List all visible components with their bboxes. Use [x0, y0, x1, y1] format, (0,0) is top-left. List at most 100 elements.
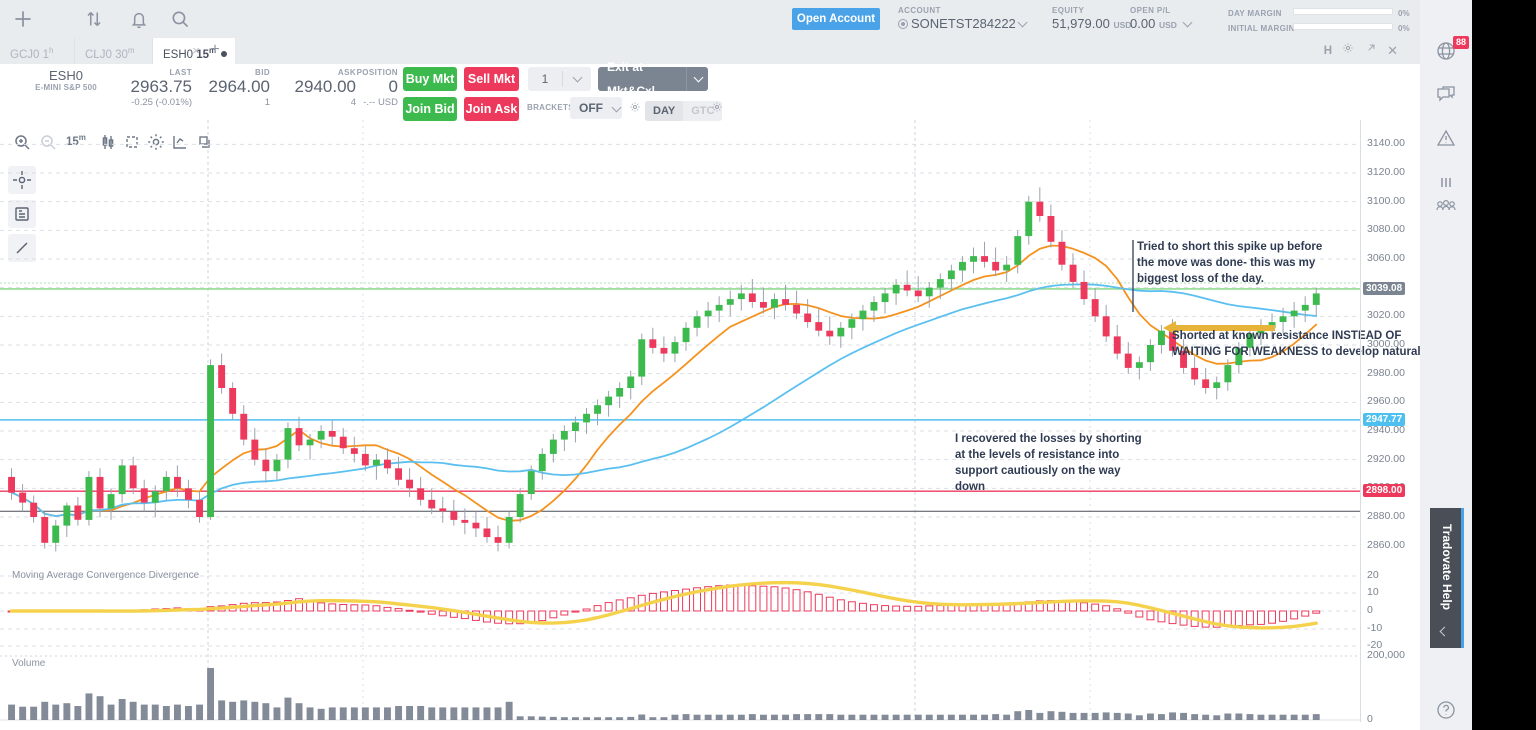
- day-margin-label: DAY MARGIN: [1228, 9, 1282, 18]
- chevron-down-icon[interactable]: [1184, 17, 1193, 26]
- chart-toolbar: 15m: [0, 130, 1420, 158]
- volume-tick-label: 200,000: [1367, 649, 1405, 661]
- bell-icon[interactable]: [126, 6, 152, 32]
- tab-modified-dot: [221, 50, 228, 57]
- right-sidebar: 88 Tradovate Help: [1420, 0, 1472, 730]
- equity-value: 51,979.00: [1052, 16, 1110, 31]
- account-selector[interactable]: ACCOUNT SONETST284222: [898, 6, 1028, 31]
- price-axis[interactable]: 3140.003120.003100.003080.003060.003040.…: [1360, 120, 1420, 725]
- open-pl-block: OPEN P/L 0.00 USD: [1130, 6, 1193, 31]
- tab-symbol: ESH0: [163, 48, 194, 61]
- open-pl-value: 0.00: [1130, 16, 1156, 31]
- candlestick-icon[interactable]: [96, 130, 120, 154]
- open-pl-unit: USD: [1158, 20, 1177, 30]
- quantity-stepper[interactable]: 1: [528, 67, 591, 91]
- chat-icon[interactable]: [1428, 77, 1464, 113]
- join-bid-button[interactable]: Join Bid: [403, 97, 457, 121]
- zoom-out-icon[interactable]: [36, 130, 60, 154]
- quantity-dropdown[interactable]: [563, 70, 591, 88]
- open-account-button[interactable]: Open Account: [792, 8, 880, 30]
- transfer-icon[interactable]: [81, 6, 107, 32]
- exit-dropdown[interactable]: [687, 70, 708, 88]
- price-tick-label: 2860.00: [1367, 538, 1405, 551]
- equity-unit: USD: [1113, 20, 1132, 30]
- join-ask-button[interactable]: Join Ask: [464, 97, 519, 121]
- last-value: 2963.75: [130, 77, 192, 96]
- tif-day-option[interactable]: DAY: [645, 101, 684, 121]
- alert-icon[interactable]: [1428, 121, 1464, 157]
- chevron-down-icon: [574, 72, 583, 81]
- new-tab-button[interactable]: +: [210, 41, 220, 58]
- tab-gcj0[interactable]: GCJ0 1h: [0, 38, 75, 64]
- annotation-middle: I recovered the losses by shorting at th…: [955, 433, 1142, 493]
- price-tick-label: 3120.00: [1367, 166, 1405, 178]
- account-dot-icon: [898, 19, 908, 29]
- buy-mkt-button[interactable]: Buy Mkt: [403, 67, 457, 91]
- price-tick-label: 2960.00: [1367, 395, 1405, 408]
- price-tick-label: 2940.00: [1367, 424, 1405, 436]
- open-pl-value-row: 0.00 USD: [1130, 16, 1193, 31]
- sell-mkt-button[interactable]: Sell Mkt: [464, 67, 519, 91]
- tradovate-help-tab[interactable]: Tradovate Help: [1430, 508, 1464, 648]
- position-value: 0: [388, 77, 398, 96]
- crosshair-icon[interactable]: [8, 166, 36, 194]
- annotation-top: Tried to short this spike up before the …: [1137, 241, 1323, 285]
- price-tick-label: 2880.00: [1367, 510, 1405, 522]
- trendline-icon[interactable]: [8, 234, 36, 262]
- initial-margin-bar: [1293, 23, 1393, 30]
- chevron-down-icon[interactable]: [1019, 17, 1028, 26]
- popout-icon[interactable]: [1364, 41, 1378, 60]
- chevron-left-icon[interactable]: [1441, 628, 1451, 638]
- price-tag: 2898.00: [1363, 484, 1406, 498]
- tab-period: 30: [115, 48, 128, 61]
- price-tick-label: 3000.00: [1367, 338, 1405, 350]
- note-icon[interactable]: [8, 200, 36, 228]
- brackets-label: BRACKETS: [527, 103, 574, 112]
- tif-gear-icon[interactable]: [710, 100, 724, 119]
- exit-at-mkt-button[interactable]: Exit at Mkt&Cxl: [598, 60, 708, 98]
- tab-period-unit: m: [209, 46, 217, 55]
- tab-esh0[interactable]: ESH0 15m: [153, 38, 235, 64]
- chart-canvas[interactable]: [0, 120, 1420, 722]
- tab-clj0[interactable]: CLJ0 30m: [75, 38, 153, 64]
- help-tab-label: Tradovate Help: [1440, 523, 1454, 611]
- help-icon[interactable]: [1428, 692, 1464, 728]
- price-tick-label: 3140.00: [1367, 137, 1405, 150]
- last-price-block: LAST 2963.75 -0.25 (-0.01%): [96, 68, 192, 108]
- bid-size: 1: [264, 97, 270, 108]
- chart-interval-unit: m: [78, 133, 86, 142]
- plus-icon[interactable]: [10, 6, 36, 32]
- window-controls: H ✕: [1324, 41, 1398, 60]
- brackets-select[interactable]: OFF: [570, 97, 622, 119]
- screen-background: [1472, 0, 1536, 730]
- gear-icon[interactable]: [144, 130, 168, 154]
- columns-icon[interactable]: [1428, 165, 1464, 201]
- tif-gtc-option[interactable]: GTC: [691, 105, 715, 117]
- volume-panel-title: Volume: [12, 658, 46, 669]
- gear-icon[interactable]: [1341, 41, 1355, 60]
- people-icon[interactable]: [1428, 188, 1464, 224]
- chart-mode-h-button[interactable]: H: [1323, 44, 1333, 57]
- brackets-value: OFF: [579, 101, 603, 115]
- tradovate-app: Open Account ACCOUNT SONETST284222 EQUIT…: [0, 0, 1420, 730]
- top-toolbar: Open Account ACCOUNT SONETST284222 EQUIT…: [0, 0, 1420, 38]
- time-in-force-toggle[interactable]: DAY GTC: [645, 101, 723, 121]
- macd-tick-label: -20: [1367, 639, 1383, 651]
- indicator-icon[interactable]: [168, 130, 192, 154]
- account-value-row: SONETST284222: [898, 16, 1028, 31]
- initial-margin-percent: 0%: [1398, 24, 1410, 33]
- globe-icon[interactable]: [1428, 33, 1464, 69]
- brackets-gear-icon[interactable]: [628, 100, 642, 119]
- day-margin-bar: [1293, 8, 1393, 15]
- price-tick-label: 2920.00: [1367, 452, 1405, 465]
- tab-close-icon[interactable]: ×: [192, 43, 200, 58]
- volume-tick-label: 0: [1367, 713, 1373, 725]
- macd-tick-label: -10: [1367, 622, 1383, 634]
- crop-icon[interactable]: [120, 130, 144, 154]
- chart-tab-bar: GCJ0 1h CLJ0 30m ESH0 15m × + H ✕: [0, 38, 1420, 64]
- zoom-in-icon[interactable]: [10, 130, 34, 154]
- chart-container[interactable]: Moving Average Convergence Divergence Vo…: [0, 120, 1420, 725]
- exit-label: Exit at Mkt&Cxl: [607, 60, 656, 98]
- search-icon[interactable]: [167, 6, 193, 32]
- close-icon[interactable]: ✕: [1387, 42, 1398, 58]
